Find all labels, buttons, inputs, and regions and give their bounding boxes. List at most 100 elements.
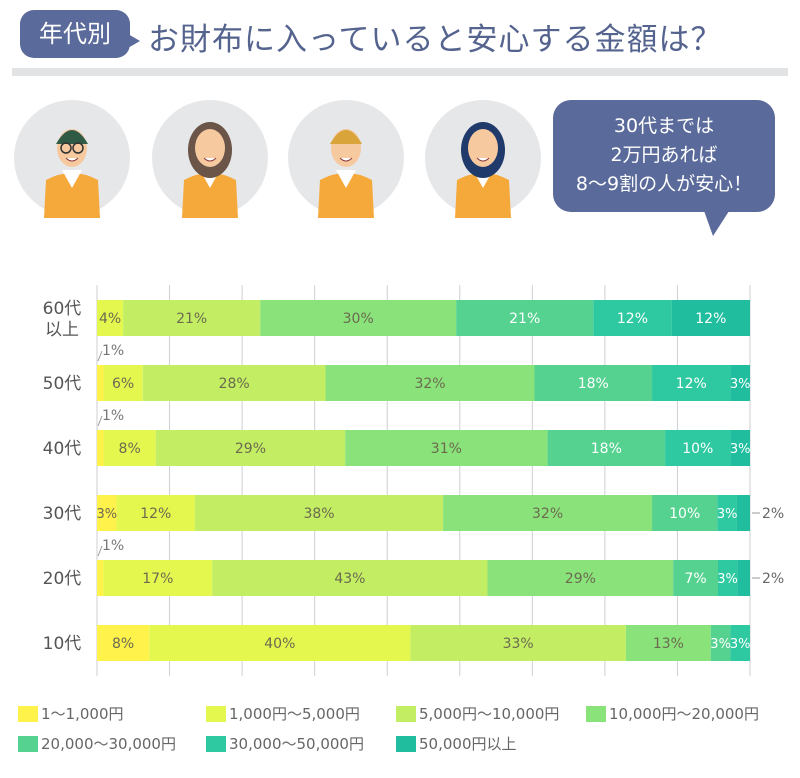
category-label: 50代 (43, 374, 82, 394)
legend-label: 5,000円〜10,000円 (419, 705, 560, 723)
data-label: 32% (532, 506, 563, 522)
bar-segment (212, 560, 488, 596)
bar-segment (652, 365, 731, 401)
glasses-icon (72, 142, 84, 154)
category-label-line: 10代 (43, 634, 82, 654)
data-label: 8% (119, 441, 141, 457)
data-label: 3% (717, 507, 738, 522)
body-shape (182, 173, 238, 218)
data-label: 3% (717, 572, 738, 587)
bar-segment (103, 365, 143, 401)
title-divider (12, 68, 788, 76)
bar-segment (730, 625, 750, 661)
data-label: 1% (102, 538, 124, 554)
data-label: 13% (653, 636, 684, 652)
bar-segment (671, 300, 750, 336)
smile-shape (203, 157, 217, 162)
legend-item: 5,000円〜10,000円 (396, 703, 559, 724)
collar-shape (336, 170, 356, 188)
speech-bubble: 30代までは 2万円あれば 8〜9割の人が安心！ (553, 100, 775, 236)
data-label: 30% (343, 311, 374, 327)
data-label: 28% (219, 376, 250, 392)
bar-segment (345, 430, 548, 466)
bar-segment (155, 430, 346, 466)
bubble-line: 2万円あれば (610, 144, 718, 166)
bubble-line: 8〜9割の人が安心！ (575, 173, 753, 195)
data-label: 12% (676, 376, 707, 392)
data-label: 40% (264, 636, 295, 652)
data-label: 4% (99, 311, 121, 327)
data-label: 1% (102, 343, 124, 359)
face-shape (195, 129, 225, 167)
legend-label: 30,000〜50,000円 (229, 735, 364, 753)
glasses-icon (60, 142, 72, 154)
data-label: 6% (112, 376, 134, 392)
woman-waving-illustration (152, 100, 268, 218)
bar-segment (142, 365, 326, 401)
data-label: 31% (431, 441, 462, 457)
smile-shape (65, 157, 79, 162)
data-label: 1% (102, 408, 124, 424)
category-label-line: 20代 (43, 569, 82, 589)
bar-segment (97, 300, 124, 336)
bar-segment (487, 560, 674, 596)
category-label-line: 50代 (43, 374, 82, 394)
data-label: 3% (730, 637, 751, 652)
callout-line (97, 415, 103, 427)
body-shape (455, 173, 511, 218)
bubble-tail (703, 208, 731, 236)
body-shape (44, 173, 100, 218)
bar-segment (730, 430, 750, 466)
smile-shape (339, 157, 353, 162)
hair-shape (56, 130, 88, 144)
data-label: 33% (503, 636, 534, 652)
collar-shape (62, 170, 82, 188)
page-title: お財布に入っていると安心する金額は？ (148, 22, 723, 58)
data-label: 8% (112, 636, 134, 652)
bar-segment (593, 300, 672, 336)
bar-segment (123, 300, 261, 336)
legend-swatch (18, 705, 38, 722)
bar-segment (730, 365, 750, 401)
legend-label: 1,000円〜5,000円 (229, 705, 360, 723)
bar-segment (260, 300, 457, 336)
legend-item: 30,000〜50,000円 (206, 733, 364, 754)
smile-shape (476, 157, 490, 162)
data-label: 43% (334, 571, 365, 587)
bar-segment (665, 430, 731, 466)
callout-line (97, 350, 103, 362)
bar-segment (717, 495, 737, 531)
legend-item: 1,000円〜5,000円 (206, 703, 360, 724)
category-label: 40代 (43, 439, 82, 459)
category-label: 20代 (43, 569, 82, 589)
category-label-line: 以上 (45, 320, 79, 340)
category-label-line: 40代 (43, 439, 82, 459)
data-label: 2% (762, 506, 784, 522)
bubble-line: 30代までは (613, 115, 715, 137)
legend-label: 20,000〜30,000円 (41, 735, 176, 753)
legend-item: 50,000円以上 (396, 733, 517, 754)
data-label: 3% (96, 507, 117, 522)
data-label: 29% (235, 441, 266, 457)
data-label: 32% (414, 376, 445, 392)
legend-label: 1〜1,000円 (41, 705, 124, 723)
data-label: 7% (684, 571, 706, 587)
bar-segment (149, 625, 411, 661)
bar-segment (103, 430, 156, 466)
legend-swatch (396, 705, 416, 722)
body-shape (318, 173, 374, 218)
data-label: 21% (509, 311, 540, 327)
legend-label: 50,000円以上 (419, 735, 517, 753)
bar-segment (625, 625, 711, 661)
bar-segment (652, 495, 718, 531)
data-label: 17% (142, 571, 173, 587)
category-label-line: 30代 (43, 504, 82, 524)
data-label: 3% (730, 377, 751, 392)
category-label: 10代 (43, 634, 82, 654)
bar-segment (97, 560, 104, 596)
legend-item: 10,000円〜20,000円 (586, 703, 759, 724)
bar-segment (710, 625, 731, 661)
data-label: 2% (762, 571, 784, 587)
bar-segment (717, 560, 738, 596)
